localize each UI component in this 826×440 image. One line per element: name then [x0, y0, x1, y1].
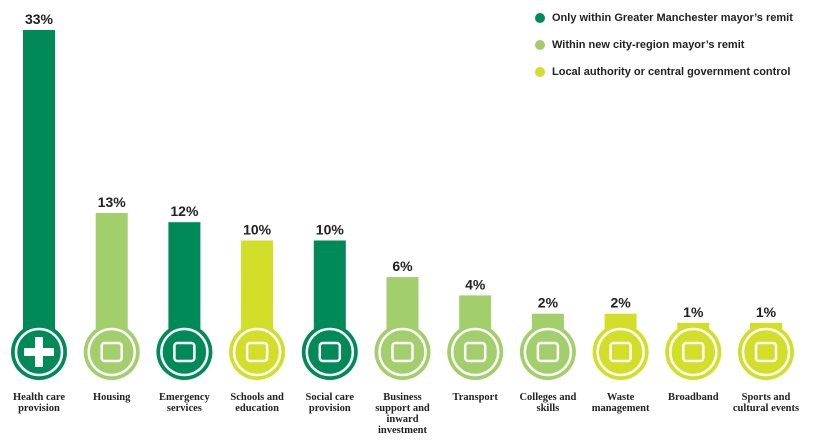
- legend-label: Only within Greater Manchester mayor’s r…: [552, 12, 793, 24]
- icon: [536, 341, 560, 363]
- category-label: Sports and cultural events: [732, 392, 800, 414]
- category-label: Emergency services: [159, 392, 210, 414]
- value-label: 12%: [170, 203, 199, 219]
- category-label: Colleges and skills: [519, 392, 577, 414]
- category-label: Broadband: [668, 392, 719, 403]
- icon-ring: [741, 327, 791, 377]
- icon: [173, 341, 196, 363]
- icon-circle: [374, 324, 431, 380]
- value-label: 1%: [683, 304, 704, 320]
- icon-circle: [519, 324, 576, 380]
- icon-circle: [592, 324, 649, 380]
- value-label: 13%: [98, 194, 127, 210]
- legend-marker: [535, 13, 545, 23]
- icon-ring: [523, 327, 573, 377]
- icon: [609, 341, 632, 363]
- icon-circle: [301, 324, 358, 380]
- category-label: Waste management: [591, 392, 650, 414]
- category-label: Housing: [93, 392, 131, 403]
- icon: [754, 341, 778, 363]
- icon-ring: [87, 327, 136, 377]
- icon-circle: [665, 324, 722, 380]
- icon: [245, 341, 269, 363]
- icon: [391, 341, 414, 363]
- category-label: Health care provision: [13, 392, 65, 414]
- category-label: Schools and education: [230, 392, 284, 414]
- value-label: 10%: [243, 221, 272, 237]
- icon-ring: [160, 327, 209, 377]
- value-label: 33%: [25, 11, 54, 27]
- icon-ring: [14, 327, 64, 377]
- icon-ring: [232, 327, 282, 377]
- value-label: 4%: [465, 276, 486, 292]
- legend-marker: [535, 40, 545, 50]
- icon-circle: [229, 324, 286, 380]
- legend-label: Local authority or central government co…: [552, 66, 790, 78]
- icon: [682, 341, 705, 363]
- icon-ring: [450, 327, 500, 377]
- value-label: 6%: [392, 258, 413, 274]
- icon-circle: [738, 324, 794, 380]
- value-label: 2%: [610, 295, 631, 311]
- icon-ring: [596, 327, 645, 377]
- icon: [463, 341, 487, 363]
- category-label: Business support and inward investment: [375, 392, 430, 436]
- icon: [100, 341, 123, 363]
- bar: [23, 30, 55, 352]
- category-label: Social care provision: [305, 392, 355, 414]
- legend-label: Within new city-region mayor’s remit: [552, 39, 745, 51]
- icon-ring: [305, 327, 355, 377]
- value-label: 1%: [756, 304, 777, 320]
- icon-circle: [156, 324, 213, 380]
- icon-circle: [447, 324, 504, 380]
- value-label: 2%: [538, 295, 559, 311]
- category-label: Transport: [452, 392, 498, 403]
- icon-circle: [83, 324, 140, 380]
- icon: [318, 341, 342, 363]
- icon-ring: [669, 327, 718, 377]
- icon: [24, 337, 54, 367]
- legend-marker: [535, 67, 545, 77]
- icon-ring: [378, 327, 427, 377]
- value-label: 10%: [316, 221, 345, 237]
